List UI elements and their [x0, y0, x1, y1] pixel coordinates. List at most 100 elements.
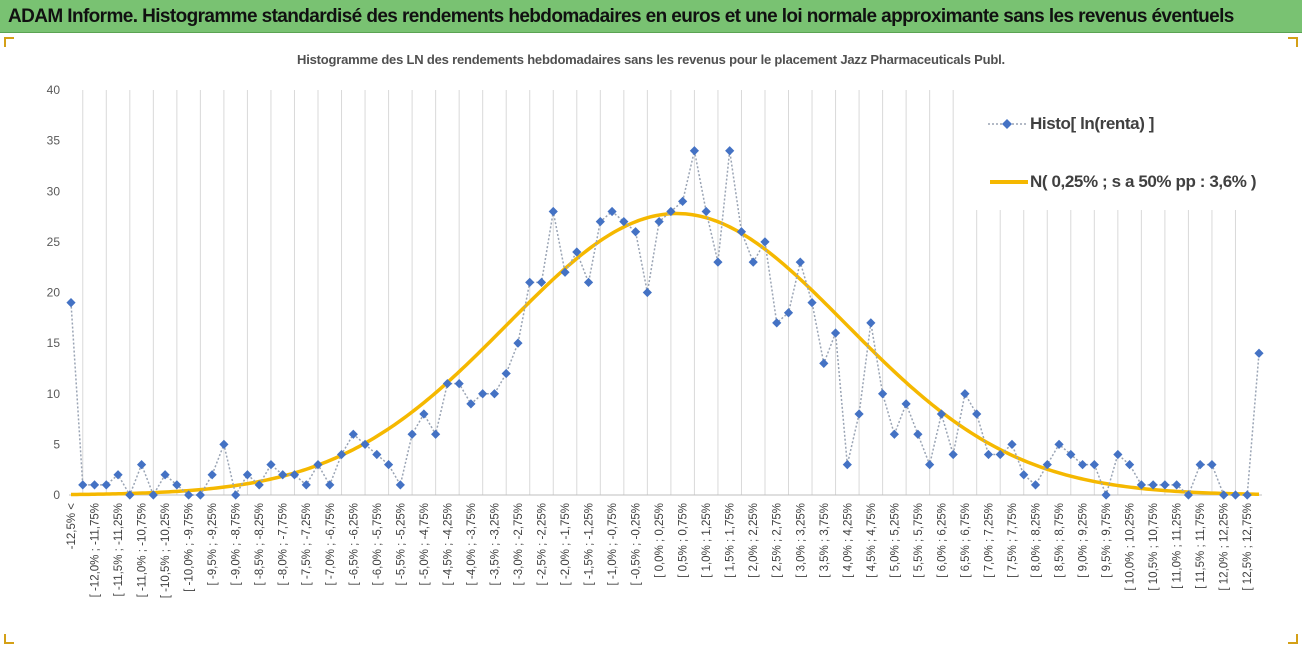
x-tick-label: [ -2,0% ; -1,75%: [560, 503, 572, 585]
x-tick-label: [ -10,5% ; -10,25%: [160, 503, 172, 598]
x-tick-label: [ -4,5% ; -4,25%: [442, 503, 454, 585]
histo-point: [842, 460, 852, 470]
histo-point: [489, 389, 500, 399]
histo-point: [1195, 460, 1205, 470]
histo-point: [454, 379, 464, 389]
histo-point: [595, 217, 605, 227]
histo-point: [830, 328, 841, 338]
histo-point: [289, 470, 300, 480]
y-tick-label: 25: [47, 235, 61, 249]
histo-point: [854, 409, 864, 419]
x-tick-label: [ 0,0% ; 0,25%: [654, 503, 666, 578]
histo-point: [536, 277, 547, 287]
histo-point: [1066, 449, 1076, 460]
histo-point: [125, 490, 135, 500]
histo-point: [983, 449, 994, 460]
histo-point: [713, 257, 723, 267]
histo-point: [878, 389, 888, 399]
y-tick-label: 35: [47, 134, 61, 148]
histo-point: [607, 206, 617, 217]
histo-point: [501, 368, 511, 379]
histo-point: [101, 480, 111, 490]
histo-point: [913, 429, 923, 439]
histo-point: [901, 399, 911, 409]
histo-point: [1030, 480, 1041, 490]
x-tick-label: [ -9,5% ; -9,25%: [207, 503, 219, 585]
histo-point: [925, 460, 935, 470]
histo-point: [407, 429, 417, 439]
histo-point: [701, 206, 711, 217]
histo-point: [1160, 480, 1170, 490]
x-tick-label: [ 3,5% ; 3,75%: [819, 503, 831, 578]
x-tick-label: [ 1,5% ; 1,75%: [725, 503, 737, 578]
histo-point: [1183, 490, 1194, 500]
x-tick-label: [ -11,5% ; -11,25%: [113, 503, 125, 597]
histo-point: [960, 389, 970, 399]
normal-curve-line: [70, 211, 1260, 497]
normal-curve: [70, 211, 1260, 497]
histo-point: [936, 409, 947, 419]
histo-point: [419, 409, 429, 419]
y-tick-label: 0: [53, 488, 60, 502]
chart-corner-top-right: [1288, 37, 1298, 47]
x-tick-label: -12,5% <: [66, 503, 78, 550]
histo-point: [301, 480, 311, 490]
x-tick-label: [ 9,0% ; 9,25%: [1078, 503, 1090, 578]
histo-point: [266, 460, 276, 470]
histo-point: [78, 480, 88, 490]
x-tick-label: [ -5,5% ; -5,25%: [395, 503, 407, 585]
histo-point: [795, 257, 805, 267]
histo-point: [466, 399, 476, 409]
histo-point: [207, 470, 217, 480]
histo-point: [1242, 490, 1252, 500]
x-tick-label: [ 12,5% ; 12,75%: [1242, 503, 1254, 591]
histo-point: [325, 480, 335, 490]
histo-point: [172, 480, 182, 490]
x-tick-label: [ 12,0% ; 12,25%: [1219, 503, 1231, 591]
histo-point: [383, 460, 394, 470]
histo-point: [184, 490, 194, 500]
histo-point: [160, 470, 170, 480]
histo-point: [336, 449, 347, 460]
x-tick-label: [ -1,5% ; -1,25%: [584, 503, 596, 585]
histo-point: [195, 490, 205, 500]
histo-point: [89, 480, 100, 490]
x-tick-label: [ 2,0% ; 2,25%: [748, 503, 760, 578]
x-tick-label: [ -6,5% ; -6,25%: [348, 503, 360, 585]
histo-point: [1042, 460, 1052, 470]
x-tick-label: [ -9,0% ; -8,75%: [231, 503, 243, 585]
histogram-chart: 0 5 10 15 20 25 30 35 40 -12,5% < [ -12,0% ; -11,…: [47, 83, 1264, 598]
histo-point: [1254, 348, 1264, 358]
x-tick-label: [ -7,0% ; -6,75%: [325, 503, 337, 585]
x-tick-label: [ 10,5% ; 10,75%: [1148, 503, 1160, 591]
x-tick-label: [ 3,0% ; 3,25%: [795, 503, 807, 578]
chart-corner-bottom-right: [1288, 634, 1298, 644]
report-title: ADAM Informe. Histogramme standardisé de…: [8, 6, 1234, 27]
histo-point: [619, 217, 629, 227]
x-tick-label: [ 1,0% ; 1,25%: [701, 503, 713, 578]
histo-point: [431, 429, 441, 439]
histo-point: [1077, 460, 1088, 470]
x-tick-label: [ 5,0% ; 5,25%: [889, 503, 901, 578]
chart-title: Histogramme des LN des rendements hebdom…: [297, 52, 1005, 67]
histo-point: [630, 227, 641, 237]
x-tick-label: [ -3,0% ; -2,75%: [513, 503, 525, 585]
histo-point: [1136, 480, 1146, 490]
x-tick-label: [ -5,0% ; -4,75%: [419, 503, 431, 585]
x-tick-label: [ 6,0% ; 6,25%: [936, 503, 948, 578]
x-tick-label: [ -4,0% ; -3,75%: [466, 503, 478, 585]
x-tick-label: [ 8,5% ; 8,75%: [1054, 503, 1066, 578]
histo-point: [889, 429, 899, 439]
x-tick-label: [ 5,5% ; 5,75%: [913, 503, 925, 578]
x-tick-label: [ -0,5% ; -0,25%: [631, 503, 643, 585]
histo-point: [1007, 439, 1017, 449]
histo-point: [1089, 460, 1099, 470]
x-tick-label: [ 10,0% ; 10,25%: [1125, 503, 1137, 591]
histo-point: [560, 267, 570, 277]
x-tick-label: [ -1,0% ; -0,75%: [607, 503, 619, 585]
histo-point: [654, 217, 664, 227]
histo-point: [678, 196, 688, 206]
histo-point: [548, 206, 558, 217]
x-tick-label: [ 4,5% ; 4,75%: [866, 503, 878, 578]
x-tick-label: [ 0,5% ; 0,75%: [678, 503, 690, 578]
